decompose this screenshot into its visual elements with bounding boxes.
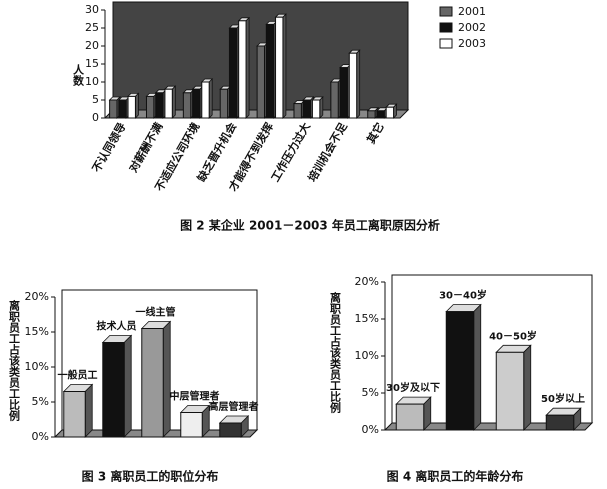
- bar: [311, 99, 321, 119]
- legend-swatch: [439, 22, 453, 33]
- bar-label: 50岁以上: [541, 392, 585, 405]
- bar-depth: [123, 334, 132, 438]
- bar-depth: [523, 344, 532, 431]
- bar-label: 一线主管: [136, 306, 176, 319]
- bar-label: 中层管理者: [170, 390, 220, 403]
- y-tick-label: 5: [92, 93, 99, 106]
- y-tick-label: 10%: [25, 360, 49, 373]
- bar: [256, 45, 265, 119]
- legend-swatch: [439, 38, 453, 49]
- y-tick-label: 20%: [25, 290, 49, 303]
- bar-label: 一般员工: [58, 369, 98, 382]
- x-tick-label: 对薪酬不满: [126, 120, 166, 175]
- bar: [302, 99, 312, 119]
- bar: [275, 16, 284, 119]
- bar: [376, 110, 385, 119]
- y-tick-label: 15%: [355, 312, 379, 325]
- y-tick-label: 0%: [362, 423, 379, 436]
- bar-label: 40－50岁: [489, 329, 537, 342]
- bar-label: 技术人员: [97, 320, 137, 333]
- bar: [102, 342, 125, 438]
- bar: [127, 95, 136, 119]
- bar: [385, 106, 395, 119]
- y-tick-label: 15%: [25, 325, 49, 338]
- bar: [495, 351, 525, 431]
- legend-swatch: [439, 6, 453, 17]
- bar: [367, 110, 376, 119]
- x-tick-label: 工作压力过大: [268, 120, 313, 184]
- bar-depth: [162, 320, 171, 438]
- bar: [339, 67, 348, 119]
- y-axis-label: 离职员工占该类员工比例: [8, 299, 21, 422]
- bar: [395, 403, 425, 431]
- bar: [63, 391, 86, 438]
- caption: 图 4 离职员工的年龄分布: [387, 469, 524, 484]
- bar: [109, 99, 118, 119]
- bar: [141, 328, 164, 438]
- y-tick-label: 20%: [355, 275, 379, 288]
- bar: [348, 52, 358, 119]
- y-tick-label: 20: [85, 39, 99, 52]
- bar: [265, 23, 275, 119]
- y-tick-label: 5%: [32, 395, 49, 408]
- bar-depth: [84, 383, 93, 438]
- caption: 图 2 某企业 2001－2003 年员工离职原因分析: [180, 218, 440, 233]
- bar-depth: [473, 303, 482, 431]
- y-tick-label: 30: [85, 3, 99, 16]
- bar: [445, 311, 475, 431]
- bar: [545, 414, 575, 431]
- bar-label: 高层管理者: [209, 400, 259, 413]
- y-axis-label: 人数: [72, 63, 85, 87]
- y-tick-label: 15: [85, 57, 99, 70]
- bar: [219, 88, 229, 119]
- caption: 图 3 离职员工的职位分布: [82, 469, 219, 484]
- bar: [118, 99, 127, 119]
- y-axis-label: 离职员工占该类员工比例: [329, 291, 342, 414]
- bar-label: 30－40岁: [439, 289, 487, 302]
- y-tick-label: 0%: [32, 430, 49, 443]
- y-tick-label: 0: [92, 111, 99, 124]
- bar: [192, 88, 201, 119]
- x-tick-label: 不认同领导: [89, 120, 129, 175]
- y-tick-label: 5%: [362, 386, 379, 399]
- y-tick-label: 25: [85, 21, 99, 34]
- legend-label: 2001: [458, 5, 486, 18]
- y-tick-label: 10%: [355, 349, 379, 362]
- bar: [238, 20, 247, 119]
- bar: [228, 27, 238, 119]
- bar-label: 30岁及以下: [386, 381, 440, 394]
- legend-label: 2003: [458, 37, 486, 50]
- bar: [182, 92, 192, 119]
- bar: [145, 95, 155, 119]
- bar: [180, 412, 203, 438]
- bar: [155, 92, 164, 119]
- y-tick-label: 10: [85, 75, 99, 88]
- bar: [164, 88, 173, 119]
- bar: [201, 81, 210, 119]
- bar: [330, 81, 339, 119]
- bar: [219, 422, 242, 438]
- bar: [293, 103, 302, 119]
- legend-label: 2002: [458, 21, 486, 34]
- x-tick-label: 其它: [364, 120, 387, 146]
